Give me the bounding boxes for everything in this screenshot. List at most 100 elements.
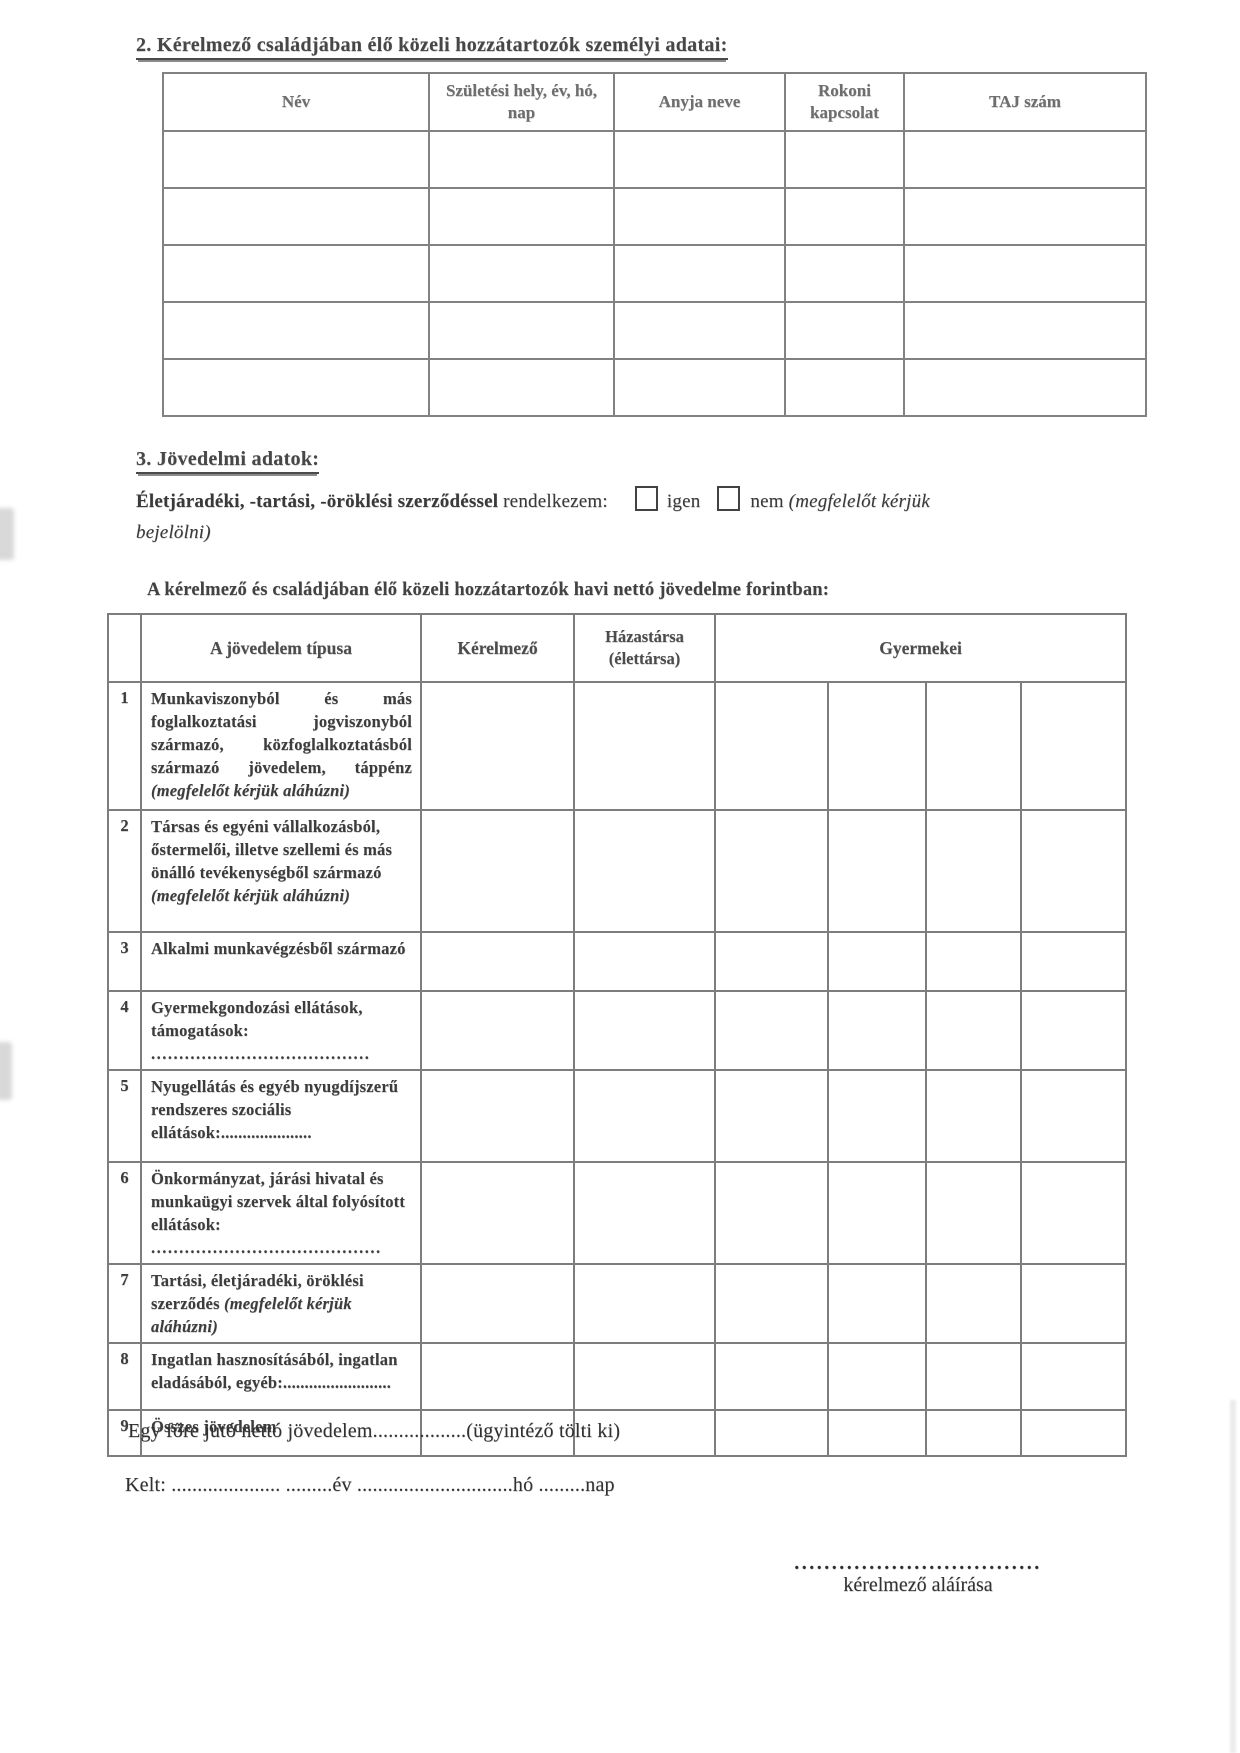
applicant-amount-cell[interactable] (420, 1342, 575, 1411)
checkbox-nem[interactable] (717, 486, 741, 511)
applicant-amount-cell[interactable] (420, 990, 575, 1071)
child2-amount-cell[interactable] (827, 1342, 927, 1411)
spouse-amount-cell[interactable] (573, 1409, 716, 1457)
signature-line[interactable]: ................................. (794, 1552, 1042, 1574)
family-relation-cell[interactable] (784, 301, 905, 360)
applicant-amount-cell[interactable] (420, 809, 575, 933)
family-taj-cell[interactable] (903, 301, 1147, 360)
family-birth-cell[interactable] (428, 244, 615, 303)
spouse-amount-cell[interactable] (573, 1161, 716, 1265)
child2-amount-cell[interactable] (827, 1263, 927, 1344)
spouse-amount-cell[interactable] (573, 1069, 716, 1163)
child3-amount-cell[interactable] (925, 681, 1022, 811)
income-row-number: 3 (107, 931, 142, 992)
checkbox-igen[interactable] (634, 486, 658, 511)
child3-amount-cell[interactable] (925, 1161, 1022, 1265)
child1-amount-cell[interactable] (714, 1161, 829, 1265)
spouse-amount-cell[interactable] (573, 931, 716, 992)
scan-smudge-artifact (0, 508, 14, 560)
family-birth-cell[interactable] (428, 301, 615, 360)
applicant-amount-cell[interactable] (420, 931, 575, 992)
child2-amount-cell[interactable] (827, 931, 927, 992)
applicant-amount-cell[interactable] (420, 681, 575, 811)
child3-amount-cell[interactable] (925, 1342, 1022, 1411)
child4-amount-cell[interactable] (1019, 1342, 1128, 1411)
family-name-cell[interactable] (162, 358, 430, 417)
family-relation-cell[interactable] (784, 187, 905, 246)
family-table-header-row: Név Születési hely, év, hó, nap Anyja ne… (162, 72, 1147, 132)
family-taj-cell[interactable] (903, 244, 1147, 303)
family-name-cell[interactable] (162, 244, 430, 303)
child4-amount-cell[interactable] (1019, 1161, 1128, 1265)
dotted-fill-line: ........................................… (151, 1238, 382, 1257)
child3-amount-cell[interactable] (925, 1409, 1022, 1457)
family-name-cell[interactable] (162, 130, 430, 189)
income-type-text: Gyermekgondozási ellátások, támogatások: (151, 998, 363, 1040)
spouse-amount-cell[interactable] (573, 1342, 716, 1411)
child2-amount-cell[interactable] (827, 809, 927, 933)
spouse-amount-cell[interactable] (573, 1263, 716, 1344)
child1-amount-cell[interactable] (714, 1342, 829, 1411)
family-birth-cell[interactable] (428, 358, 615, 417)
family-header-taj: TAJ szám (903, 72, 1147, 132)
child4-amount-cell[interactable] (1019, 1409, 1128, 1457)
spouse-amount-cell[interactable] (573, 809, 716, 933)
income-type-text: Munkaviszonyból és más foglalkoztatási j… (151, 689, 412, 777)
spouse-amount-cell[interactable] (573, 681, 716, 811)
family-relation-cell[interactable] (784, 244, 905, 303)
section3-heading-text: 3. Jövedelmi adatok: (136, 448, 320, 474)
child4-amount-cell[interactable] (1019, 809, 1128, 933)
child2-amount-cell[interactable] (827, 1069, 927, 1163)
family-taj-cell[interactable] (903, 187, 1147, 246)
family-name-cell[interactable] (162, 301, 430, 360)
child1-amount-cell[interactable] (714, 990, 829, 1071)
income-type-text: Összes jövedelem (151, 1417, 277, 1436)
family-relation-cell[interactable] (784, 130, 905, 189)
child1-amount-cell[interactable] (714, 1409, 829, 1457)
income-header-type: A jövedelem típusa (140, 613, 422, 683)
family-table-row (162, 301, 1147, 360)
child3-amount-cell[interactable] (925, 990, 1022, 1071)
family-birth-cell[interactable] (428, 187, 615, 246)
child4-amount-cell[interactable] (1019, 1263, 1128, 1344)
income-type-cell: Összes jövedelem (140, 1409, 422, 1457)
income-type-cell: Munkaviszonyból és más foglalkoztatási j… (140, 681, 422, 811)
child2-amount-cell[interactable] (827, 681, 927, 811)
child4-amount-cell[interactable] (1019, 681, 1128, 811)
child2-amount-cell[interactable] (827, 1161, 927, 1265)
family-name-cell[interactable] (162, 187, 430, 246)
child3-amount-cell[interactable] (925, 931, 1022, 992)
income-type-note: (megfelelőt kérjük aláhúzni) (151, 781, 351, 800)
family-mother-cell[interactable] (613, 244, 786, 303)
child3-amount-cell[interactable] (925, 1263, 1022, 1344)
child3-amount-cell[interactable] (925, 1069, 1022, 1163)
child1-amount-cell[interactable] (714, 931, 829, 992)
child2-amount-cell[interactable] (827, 990, 927, 1071)
family-mother-cell[interactable] (613, 130, 786, 189)
family-taj-cell[interactable] (903, 130, 1147, 189)
child3-amount-cell[interactable] (925, 809, 1022, 933)
child4-amount-cell[interactable] (1019, 990, 1128, 1071)
family-taj-cell[interactable] (903, 358, 1147, 417)
income-type-text: Alkalmi munkavégzésből származó (151, 939, 406, 958)
applicant-amount-cell[interactable] (420, 1409, 575, 1457)
child4-amount-cell[interactable] (1019, 931, 1128, 992)
family-relation-cell[interactable] (784, 358, 905, 417)
child1-amount-cell[interactable] (714, 809, 829, 933)
applicant-amount-cell[interactable] (420, 1069, 575, 1163)
applicant-amount-cell[interactable] (420, 1161, 575, 1265)
child1-amount-cell[interactable] (714, 1069, 829, 1163)
child4-amount-cell[interactable] (1019, 1069, 1128, 1163)
child1-amount-cell[interactable] (714, 681, 829, 811)
family-mother-cell[interactable] (613, 301, 786, 360)
income-type-cell: Önkormányzat, járási hivatal és munkaügy… (140, 1161, 422, 1265)
child2-amount-cell[interactable] (827, 1409, 927, 1457)
family-mother-cell[interactable] (613, 187, 786, 246)
child1-amount-cell[interactable] (714, 1263, 829, 1344)
income-row-number: 6 (107, 1161, 142, 1265)
applicant-amount-cell[interactable] (420, 1263, 575, 1344)
family-birth-cell[interactable] (428, 130, 615, 189)
income-type-note: (megfelelőt kérjük aláhúzni) (151, 886, 351, 905)
spouse-amount-cell[interactable] (573, 990, 716, 1071)
family-mother-cell[interactable] (613, 358, 786, 417)
